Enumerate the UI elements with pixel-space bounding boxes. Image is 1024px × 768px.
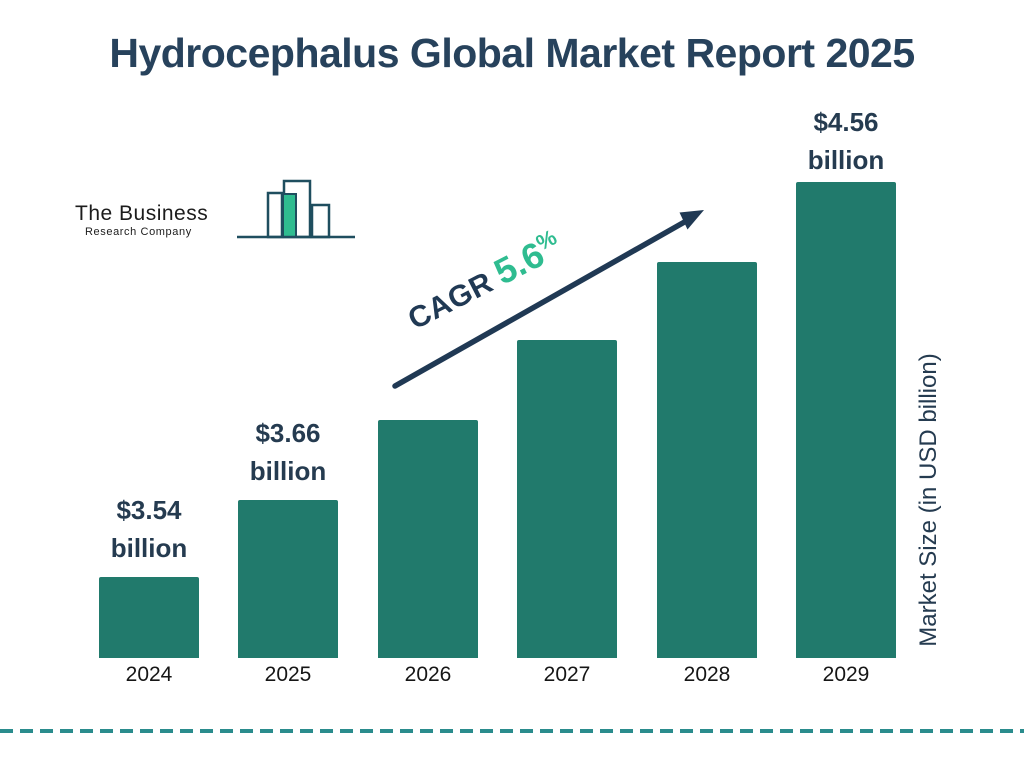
value-amount: $3.54	[116, 495, 182, 525]
bar-2028	[657, 262, 757, 658]
bar-chart-logo-icon	[237, 179, 355, 239]
value-unit: billion	[110, 533, 188, 563]
x-axis-label-2028: 2028	[683, 663, 731, 686]
value-label-2024: $3.54 billion	[69, 491, 229, 567]
bar-2026	[378, 420, 478, 658]
value-label-2029: $4.56 billion	[766, 103, 926, 179]
page-title: Hydrocephalus Global Market Report 2025	[109, 30, 915, 76]
value-label-2025: $3.66 billion	[208, 414, 368, 490]
cagr-label: CAGR	[402, 265, 499, 337]
logo-company-subtitle: Research Company	[85, 226, 192, 238]
logo-company-name: The Business	[75, 202, 209, 225]
logo-text: The Business Research Company	[75, 202, 209, 238]
value-amount: $3.66	[255, 418, 321, 448]
value-unit: billion	[249, 456, 327, 486]
value-unit: billion	[807, 145, 885, 175]
bar-2024	[99, 577, 199, 658]
x-axis-label-2027: 2027	[543, 663, 591, 686]
company-logo: The Business Research Company	[75, 178, 355, 244]
bar-2029	[796, 182, 896, 658]
x-axis-label-2024: 2024	[125, 663, 173, 686]
y-axis-label: Market Size (in USD billion)	[915, 353, 942, 647]
bar-2027	[517, 340, 617, 658]
x-axis-label-2029: 2029	[822, 663, 870, 686]
value-amount: $4.56	[813, 107, 879, 137]
cagr-annotation: CAGR5.6%	[372, 210, 598, 355]
dashed-divider	[0, 729, 1024, 733]
x-axis-label-2026: 2026	[404, 663, 452, 686]
bar-2025	[238, 500, 338, 658]
x-axis-label-2025: 2025	[264, 663, 312, 686]
